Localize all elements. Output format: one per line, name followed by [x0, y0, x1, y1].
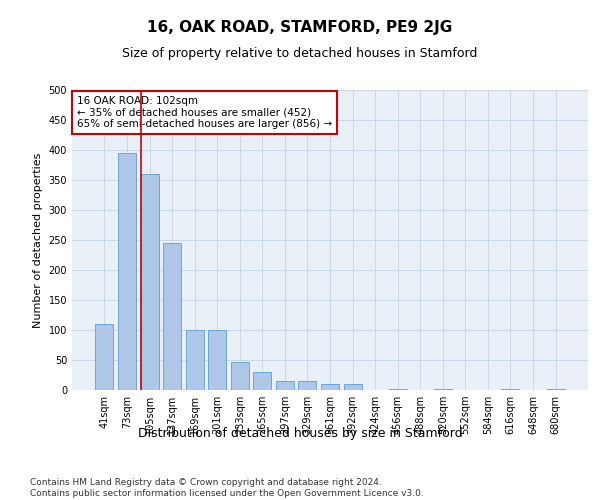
Bar	[140, 174, 158, 390]
Y-axis label: Number of detached properties: Number of detached properties	[33, 152, 43, 328]
Bar	[163, 243, 181, 390]
Bar	[253, 372, 271, 390]
Text: 16, OAK ROAD, STAMFORD, PE9 2JG: 16, OAK ROAD, STAMFORD, PE9 2JG	[148, 20, 452, 35]
Text: Size of property relative to detached houses in Stamford: Size of property relative to detached ho…	[122, 48, 478, 60]
Text: Contains HM Land Registry data © Crown copyright and database right 2024.
Contai: Contains HM Land Registry data © Crown c…	[30, 478, 424, 498]
Bar	[208, 330, 226, 390]
Bar	[118, 153, 136, 390]
Bar	[298, 381, 316, 390]
Text: 16 OAK ROAD: 102sqm
← 35% of detached houses are smaller (452)
65% of semi-detac: 16 OAK ROAD: 102sqm ← 35% of detached ho…	[77, 96, 332, 129]
Bar	[185, 330, 204, 390]
Bar	[95, 324, 113, 390]
Bar	[321, 384, 339, 390]
Bar	[344, 384, 362, 390]
Bar	[276, 381, 294, 390]
Text: Distribution of detached houses by size in Stamford: Distribution of detached houses by size …	[137, 428, 463, 440]
Bar	[231, 362, 249, 390]
Bar	[389, 389, 407, 390]
